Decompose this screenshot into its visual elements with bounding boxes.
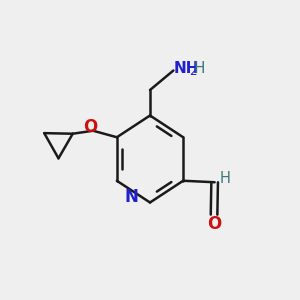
Text: 2: 2 <box>189 65 196 78</box>
Text: NH: NH <box>173 61 199 76</box>
Text: O: O <box>207 215 221 233</box>
Text: H: H <box>194 61 205 76</box>
Text: O: O <box>83 118 97 136</box>
Text: H: H <box>220 171 231 186</box>
Text: N: N <box>125 188 139 206</box>
